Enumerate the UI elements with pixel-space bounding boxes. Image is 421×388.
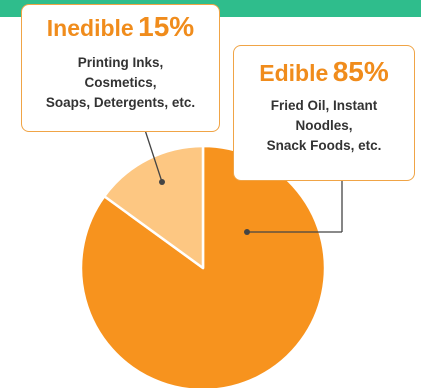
inedible-leader-line [144, 129, 163, 183]
edible-label: Edible [259, 60, 329, 86]
edible-callout: Edible 85% Fried Oil, Instant Noodles, S… [233, 45, 415, 181]
edible-desc-line: Fried Oil, Instant [270, 98, 378, 113]
inedible-label: Inedible [46, 15, 134, 41]
edible-leader-dot [244, 229, 250, 235]
inedible-desc-line: Soaps, Detergents, etc. [45, 95, 196, 110]
edible-description: Fried Oil, Instant Noodles, Snack Foods,… [234, 96, 414, 156]
inedible-desc-line: Cosmetics, [84, 75, 157, 90]
inedible-description: Printing Inks, Cosmetics, Soaps, Deterge… [22, 53, 219, 113]
leader-lines [144, 129, 343, 235]
inedible-desc-line: Printing Inks, [77, 55, 164, 70]
edible-percent: 85% [332, 56, 389, 87]
inedible-leader-dot [159, 179, 165, 185]
edible-desc-line: Noodles, [295, 118, 353, 133]
inedible-percent: 15% [138, 11, 195, 42]
pie-slice-inedible [103, 144, 205, 270]
inedible-callout: Inedible 15% Printing Inks, Cosmetics, S… [21, 4, 220, 132]
pie-slices [79, 144, 327, 388]
edible-callout-title: Edible 85% [234, 58, 414, 86]
edible-desc-line: Snack Foods, etc. [266, 138, 382, 153]
inedible-callout-title: Inedible 15% [22, 13, 219, 41]
